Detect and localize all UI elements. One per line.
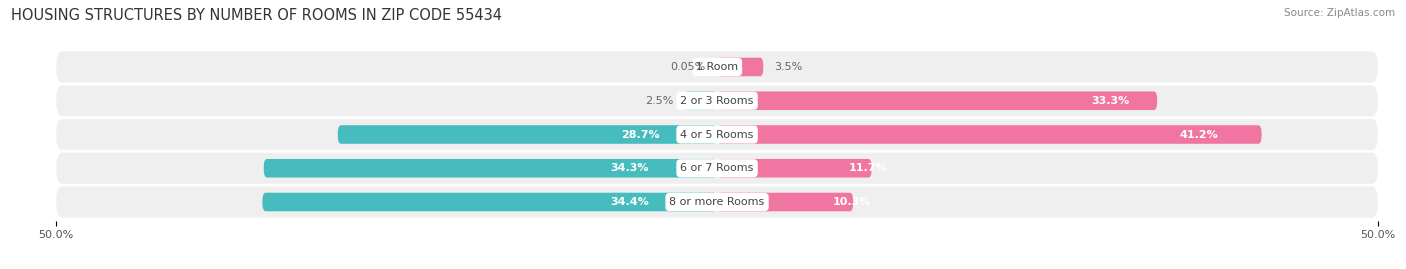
- FancyBboxPatch shape: [263, 193, 717, 211]
- FancyBboxPatch shape: [717, 193, 853, 211]
- Text: 28.7%: 28.7%: [621, 129, 661, 140]
- FancyBboxPatch shape: [56, 51, 1378, 83]
- FancyBboxPatch shape: [56, 186, 1378, 218]
- Text: 10.3%: 10.3%: [832, 197, 872, 207]
- Text: 33.3%: 33.3%: [1091, 96, 1129, 106]
- FancyBboxPatch shape: [717, 91, 1157, 110]
- FancyBboxPatch shape: [717, 58, 763, 76]
- Text: 34.4%: 34.4%: [610, 197, 648, 207]
- Text: 2.5%: 2.5%: [645, 96, 673, 106]
- FancyBboxPatch shape: [717, 159, 872, 178]
- Text: 34.3%: 34.3%: [610, 163, 650, 173]
- FancyBboxPatch shape: [56, 153, 1378, 184]
- FancyBboxPatch shape: [337, 125, 717, 144]
- Text: Source: ZipAtlas.com: Source: ZipAtlas.com: [1284, 8, 1395, 18]
- FancyBboxPatch shape: [56, 119, 1378, 150]
- Text: 6 or 7 Rooms: 6 or 7 Rooms: [681, 163, 754, 173]
- Text: HOUSING STRUCTURES BY NUMBER OF ROOMS IN ZIP CODE 55434: HOUSING STRUCTURES BY NUMBER OF ROOMS IN…: [11, 8, 502, 23]
- Text: 11.7%: 11.7%: [848, 163, 887, 173]
- Text: 8 or more Rooms: 8 or more Rooms: [669, 197, 765, 207]
- FancyBboxPatch shape: [717, 125, 1261, 144]
- FancyBboxPatch shape: [264, 159, 717, 178]
- Text: 4 or 5 Rooms: 4 or 5 Rooms: [681, 129, 754, 140]
- Text: 2 or 3 Rooms: 2 or 3 Rooms: [681, 96, 754, 106]
- Text: 3.5%: 3.5%: [773, 62, 803, 72]
- Text: 1 Room: 1 Room: [696, 62, 738, 72]
- FancyBboxPatch shape: [56, 85, 1378, 116]
- FancyBboxPatch shape: [685, 91, 717, 110]
- Text: 41.2%: 41.2%: [1180, 129, 1219, 140]
- Text: 0.05%: 0.05%: [671, 62, 706, 72]
